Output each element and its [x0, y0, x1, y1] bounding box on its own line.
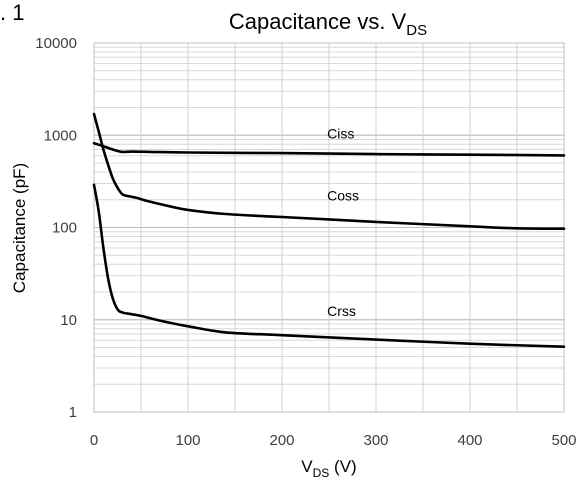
series-label-ciss: Ciss [327, 126, 354, 142]
y-tick-label: 10 [60, 312, 77, 329]
x-tick-label: 200 [269, 432, 294, 449]
x-axis-title-rest: (V) [329, 457, 356, 476]
x-tick-labels: 0 100 200 300 400 500 [90, 432, 577, 449]
chart-title-main: Capacitance vs. V [229, 9, 407, 34]
y-tick-labels: 1 10 100 1000 10000 [35, 35, 77, 421]
series-line-ciss [92, 141, 566, 157]
grid [93, 42, 565, 413]
series-line-coss [92, 112, 566, 230]
y-tick-label: 1000 [44, 127, 77, 144]
series-annotations: Ciss Coss Crss [327, 126, 359, 319]
series-line-crss [92, 183, 566, 348]
x-axis-title: VDS (V) [301, 457, 356, 480]
y-axis-title: Capacitance (pF) [10, 163, 29, 293]
x-axis-title-sub: DS [313, 466, 330, 480]
y-tick-label: 10000 [35, 35, 77, 52]
chart-title-sub: DS [406, 22, 427, 39]
x-tick-label: 400 [457, 432, 482, 449]
series-label-crss: Crss [327, 303, 356, 319]
series-label-coss: Coss [327, 188, 359, 204]
figure-label: . 1 [0, 0, 24, 25]
y-tick-label: 100 [52, 220, 77, 237]
chart-title: Capacitance vs. VDS [229, 9, 427, 39]
x-tick-label: 0 [90, 432, 98, 449]
x-tick-label: 100 [175, 432, 200, 449]
x-axis-title-main: V [301, 457, 313, 476]
x-tick-label: 500 [551, 432, 576, 449]
series-lines [92, 112, 566, 348]
x-tick-label: 300 [363, 432, 388, 449]
y-tick-label: 1 [69, 404, 77, 421]
